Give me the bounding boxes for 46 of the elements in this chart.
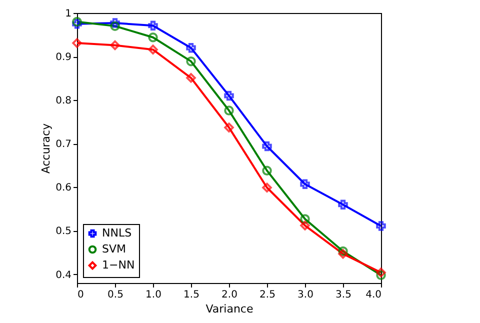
point (300, 179, 310, 190)
x-tick-label: 1.5 (184, 290, 200, 300)
y-tick-label: 0.7 (56, 139, 72, 150)
point (338, 246, 348, 256)
point (262, 141, 272, 152)
y-tick-label: 0.5 (56, 226, 72, 238)
legend-label: NNLS (102, 226, 132, 240)
point (338, 200, 348, 210)
x-axis-title: Variance (206, 302, 254, 316)
y-tick-label: 0.8 (56, 96, 72, 107)
legend-label: 1−NN (102, 258, 135, 272)
y-tick-label: 0.4 (56, 270, 72, 281)
y-tick-label: 0.9 (56, 52, 72, 64)
point (224, 106, 234, 116)
x-tick-label: 0 (78, 290, 84, 300)
point (72, 19, 82, 29)
x-tick-label: 3.0 (298, 290, 314, 300)
point (72, 38, 82, 48)
y-axis-title: Accuracy (40, 122, 53, 174)
x-tick-label: 2.5 (260, 290, 276, 300)
point (300, 214, 310, 224)
point (300, 220, 310, 230)
x-tick-label: 3.5 (336, 290, 352, 300)
point (262, 166, 272, 176)
point (186, 73, 196, 83)
point (148, 32, 158, 42)
point (148, 20, 158, 30)
x-tick-label: 2.0 (222, 290, 238, 300)
point (186, 42, 196, 53)
x-tick-label: 4.0 (366, 290, 382, 300)
point (224, 122, 234, 132)
point (224, 90, 234, 101)
point (110, 18, 120, 28)
y-tick-label: 1 (65, 8, 72, 20)
point (186, 56, 196, 66)
x-tick-label: 1.0 (146, 290, 162, 300)
point (148, 44, 158, 54)
point (110, 21, 120, 31)
y-tick-label: 0.6 (56, 182, 72, 194)
point (262, 182, 272, 192)
x-tick-label: 0.5 (108, 290, 124, 300)
point (376, 221, 386, 231)
legend-label: SVM (102, 242, 126, 256)
point (376, 268, 386, 278)
point (338, 248, 348, 259)
point (110, 40, 120, 50)
